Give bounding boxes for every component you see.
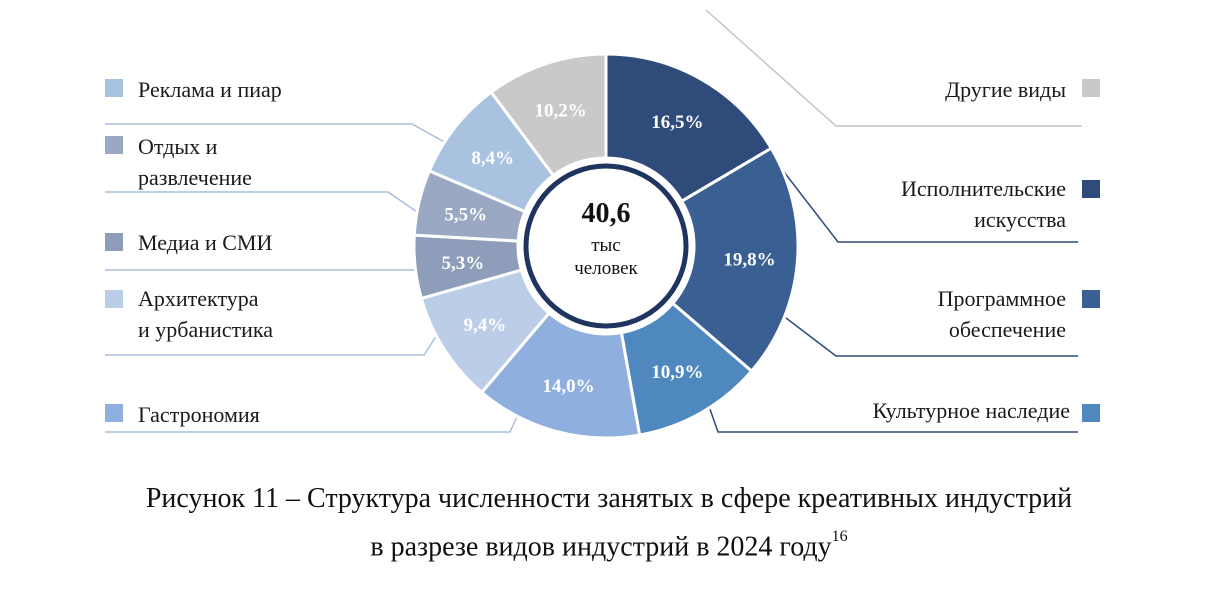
caption-footnote: 16 bbox=[831, 528, 848, 545]
legend-label-line: Архитектура bbox=[138, 286, 259, 311]
slice-value-label: 9,4% bbox=[464, 315, 507, 336]
legend-label-line: Культурное наследие bbox=[873, 398, 1070, 423]
legend-label: Гастрономия bbox=[138, 402, 260, 427]
leader-line bbox=[105, 329, 441, 356]
legend-label: Исполнительские искусства bbox=[901, 176, 1066, 232]
legend-label: Медиа и СМИ bbox=[138, 230, 272, 255]
slice-value-label: 19,8% bbox=[723, 250, 775, 271]
legend-label: Другие виды bbox=[945, 77, 1066, 102]
slice-value-label: 10,2% bbox=[535, 100, 587, 121]
legend-swatch bbox=[1082, 180, 1100, 198]
legend-label-line: Реклама и пиар bbox=[138, 77, 282, 102]
legend-swatch bbox=[1082, 404, 1100, 422]
legend-label: Отдых и развлечение bbox=[138, 134, 252, 190]
center-value: 40,6 bbox=[582, 198, 631, 229]
legend: Исполнительские искусства Программное обесп… bbox=[105, 77, 1100, 427]
legend-label-line: Исполнительские bbox=[901, 176, 1066, 201]
legend-label: Архитектура и урбанистика bbox=[138, 286, 273, 342]
legend-swatch bbox=[105, 404, 123, 422]
slice-value-label: 5,5% bbox=[444, 204, 487, 225]
legend-swatch bbox=[1082, 290, 1100, 308]
caption-line1: Рисунок 11 – Структура численности занят… bbox=[145, 483, 1073, 514]
leader-line bbox=[105, 123, 449, 145]
leader-line bbox=[763, 145, 1078, 243]
legend-label: Реклама и пиар bbox=[138, 77, 282, 102]
leader-line bbox=[705, 9, 1082, 127]
caption-line2: в разрезе видов индустрий в 2024 году bbox=[370, 531, 832, 563]
percent-labels: 16,5% 19,8% 10,9% 14,0% 9,4% 5,3% 5,5% 8,4% 10,2… bbox=[441, 100, 775, 397]
leader-line bbox=[105, 191, 421, 215]
legend-label-line: обеспечение bbox=[949, 317, 1066, 342]
donut-chart: 16,5% 19,8% 10,9% 14,0% 9,4% 5,3% 5,5% 8,4% 10,2… bbox=[105, 9, 1100, 440]
legend-label: Культурное наследие bbox=[873, 398, 1070, 423]
figure-caption: Рисунок 11 – Структура численности занят… bbox=[0, 478, 1218, 568]
legend-label-line: Медиа и СМИ bbox=[138, 230, 272, 255]
center-unit-line1: тыс bbox=[591, 235, 621, 256]
legend-swatch bbox=[105, 136, 123, 154]
leader-line bbox=[785, 317, 1078, 357]
center-ring bbox=[523, 163, 689, 329]
legend-swatch bbox=[105, 290, 123, 308]
legend-swatch bbox=[105, 79, 123, 97]
slice-value-label: 8,4% bbox=[471, 148, 514, 169]
center-unit-line2: человек bbox=[574, 258, 638, 279]
legend-label-line: Гастрономия bbox=[138, 402, 260, 427]
legend-swatch bbox=[1082, 79, 1100, 97]
legend-label-line: Отдых и bbox=[138, 134, 218, 159]
slice-value-label: 14,0% bbox=[542, 376, 594, 397]
slice-value-label: 16,5% bbox=[651, 112, 703, 133]
legend-label-line: и урбанистика bbox=[138, 317, 273, 342]
legend-label: Программное обеспечение bbox=[938, 286, 1066, 342]
center-disc bbox=[518, 158, 694, 334]
slice-value-label: 10,9% bbox=[651, 362, 703, 383]
donut-center: 40,6 тыс человек bbox=[518, 158, 694, 334]
legend-label-line: искусства bbox=[974, 207, 1066, 232]
caption-line2-wrap: в разрезе видов индустрий в 2024 году16 bbox=[0, 520, 1218, 568]
legend-label-line: развлечение bbox=[138, 165, 252, 190]
slice-value-label: 5,3% bbox=[441, 253, 484, 274]
legend-label-line: Другие виды bbox=[945, 77, 1066, 102]
legend-swatch bbox=[105, 233, 123, 251]
legend-label-line: Программное bbox=[938, 286, 1066, 311]
